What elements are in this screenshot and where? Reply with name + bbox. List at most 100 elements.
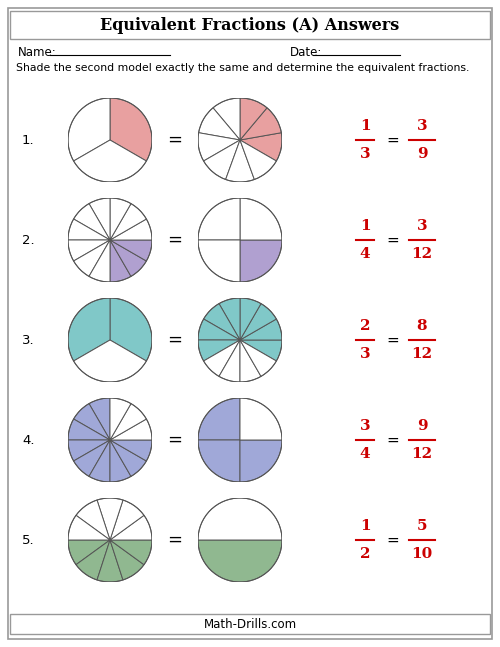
Bar: [10, 614, 490, 634]
Text: =: =: [168, 431, 182, 449]
Wedge shape: [198, 133, 240, 161]
Text: Math-Drills.com: Math-Drills.com: [204, 617, 296, 630]
Text: =: =: [168, 131, 182, 149]
Text: 2: 2: [360, 547, 370, 561]
Wedge shape: [240, 108, 282, 140]
Wedge shape: [89, 198, 110, 240]
Wedge shape: [74, 404, 110, 440]
Wedge shape: [198, 440, 240, 482]
Wedge shape: [74, 340, 146, 382]
Text: =: =: [168, 531, 182, 549]
Text: =: =: [386, 532, 400, 547]
Wedge shape: [68, 98, 110, 161]
Text: 3: 3: [360, 347, 370, 361]
Text: 3: 3: [360, 419, 370, 433]
Wedge shape: [110, 240, 146, 276]
Text: Name:: Name:: [18, 47, 57, 60]
Wedge shape: [240, 340, 261, 382]
Wedge shape: [68, 419, 110, 440]
Wedge shape: [240, 440, 282, 482]
Text: 1: 1: [360, 219, 370, 233]
Wedge shape: [219, 298, 240, 340]
Wedge shape: [240, 398, 282, 440]
Text: 12: 12: [412, 347, 432, 361]
Wedge shape: [110, 398, 131, 440]
Wedge shape: [68, 540, 110, 565]
Wedge shape: [226, 140, 254, 182]
Text: 1: 1: [360, 119, 370, 133]
Wedge shape: [68, 440, 110, 461]
Text: 4: 4: [360, 247, 370, 261]
Wedge shape: [110, 204, 146, 240]
Wedge shape: [213, 98, 240, 140]
Wedge shape: [68, 240, 110, 261]
Wedge shape: [110, 540, 152, 565]
Wedge shape: [110, 219, 152, 240]
Wedge shape: [89, 240, 110, 282]
Wedge shape: [74, 204, 110, 240]
Text: Shade the second model exactly the same and determine the equivalent fractions.: Shade the second model exactly the same …: [16, 63, 469, 73]
Text: 12: 12: [412, 447, 432, 461]
Text: =: =: [386, 133, 400, 148]
Text: 3: 3: [416, 219, 428, 233]
Wedge shape: [198, 240, 240, 282]
Wedge shape: [204, 303, 240, 340]
Wedge shape: [240, 319, 282, 340]
Wedge shape: [68, 298, 110, 361]
Text: =: =: [168, 331, 182, 349]
Wedge shape: [240, 303, 277, 340]
Wedge shape: [198, 198, 240, 240]
Text: 5.: 5.: [22, 534, 34, 547]
Wedge shape: [198, 540, 282, 582]
Wedge shape: [74, 440, 110, 476]
Wedge shape: [240, 340, 282, 361]
Wedge shape: [110, 440, 146, 476]
Wedge shape: [198, 319, 240, 340]
Wedge shape: [68, 219, 110, 240]
Wedge shape: [110, 540, 144, 580]
Wedge shape: [240, 240, 282, 282]
Wedge shape: [74, 140, 146, 182]
Wedge shape: [110, 298, 152, 361]
Wedge shape: [198, 108, 240, 140]
Wedge shape: [110, 98, 152, 161]
Wedge shape: [97, 498, 123, 540]
Wedge shape: [89, 398, 110, 440]
Text: =: =: [386, 432, 400, 448]
Wedge shape: [198, 498, 282, 540]
Text: 1.: 1.: [22, 133, 34, 146]
Wedge shape: [110, 404, 146, 440]
Text: Date:: Date:: [290, 47, 322, 60]
Wedge shape: [110, 419, 152, 440]
Text: 2.: 2.: [22, 234, 34, 247]
Wedge shape: [240, 140, 277, 179]
Text: 4: 4: [360, 447, 370, 461]
Text: =: =: [386, 333, 400, 347]
Wedge shape: [204, 340, 240, 377]
Wedge shape: [110, 240, 152, 261]
Text: 3: 3: [416, 119, 428, 133]
Wedge shape: [89, 440, 110, 482]
Text: 5: 5: [417, 519, 427, 533]
Wedge shape: [74, 240, 110, 276]
Wedge shape: [110, 515, 152, 540]
Wedge shape: [240, 340, 277, 377]
Text: 8: 8: [416, 319, 428, 333]
Text: =: =: [168, 231, 182, 249]
Wedge shape: [110, 500, 144, 540]
Text: 1: 1: [360, 519, 370, 533]
Wedge shape: [97, 540, 123, 582]
Text: 12: 12: [412, 247, 432, 261]
Wedge shape: [240, 133, 282, 161]
Wedge shape: [219, 340, 240, 382]
Bar: [10, 11, 490, 39]
Text: 2: 2: [360, 319, 370, 333]
Wedge shape: [68, 515, 110, 540]
Wedge shape: [76, 540, 110, 580]
Wedge shape: [240, 298, 261, 340]
Wedge shape: [110, 440, 131, 482]
Wedge shape: [204, 140, 240, 179]
Wedge shape: [110, 240, 131, 282]
Wedge shape: [240, 198, 282, 240]
Wedge shape: [110, 440, 152, 461]
